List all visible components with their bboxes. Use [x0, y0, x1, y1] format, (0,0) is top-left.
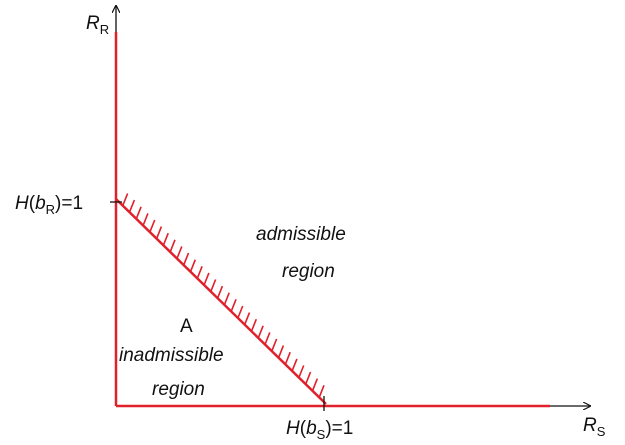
hatch-mark — [298, 365, 305, 378]
y-axis-label: RR — [86, 13, 109, 37]
hatch-mark — [176, 246, 183, 259]
hatch-mark — [169, 239, 176, 253]
hatch-mark — [203, 272, 210, 286]
hatch-mark — [230, 299, 237, 312]
hatch-mark — [182, 252, 190, 266]
admissible-label-line1: admissible — [256, 224, 346, 245]
hatch-mark — [237, 305, 244, 319]
hatch-mark — [155, 226, 163, 239]
hatch-mark — [250, 318, 258, 332]
hatch-mark — [223, 292, 230, 306]
hatch-mark — [196, 266, 203, 279]
hatch-mark — [257, 325, 264, 339]
hatch-mark — [311, 378, 319, 392]
inadmissible-label-line2: region — [152, 379, 205, 400]
hatch-mark — [271, 338, 278, 352]
hatch-mark — [142, 213, 149, 226]
hatch-mark — [264, 332, 271, 345]
diagonal-boundary — [115, 198, 327, 405]
hatch-mark — [210, 279, 217, 292]
hatch-mark — [128, 199, 136, 213]
hatch-mark — [122, 193, 129, 206]
hatch-mark — [243, 312, 251, 325]
hatch-mark — [162, 232, 169, 246]
boundary-hatching — [122, 193, 325, 398]
hatch-mark — [318, 385, 325, 398]
hatch-mark — [277, 345, 285, 358]
y-tick-label: HH((bR)=1 — [15, 193, 83, 217]
hatch-mark — [284, 351, 291, 365]
x-axis-label: RS — [583, 415, 606, 439]
hatch-mark — [189, 259, 197, 272]
hatch-mark — [291, 358, 298, 372]
point-a-label: A — [180, 316, 193, 337]
hatch-mark — [216, 285, 224, 299]
admissible-label-line2: region — [282, 261, 335, 282]
inadmissible-label-line1: inadmissible — [119, 345, 224, 366]
hatch-mark — [304, 371, 312, 385]
x-tick-label: HH((bS)=1 — [286, 418, 353, 442]
hatch-mark — [149, 219, 156, 233]
hatch-mark — [135, 206, 142, 220]
